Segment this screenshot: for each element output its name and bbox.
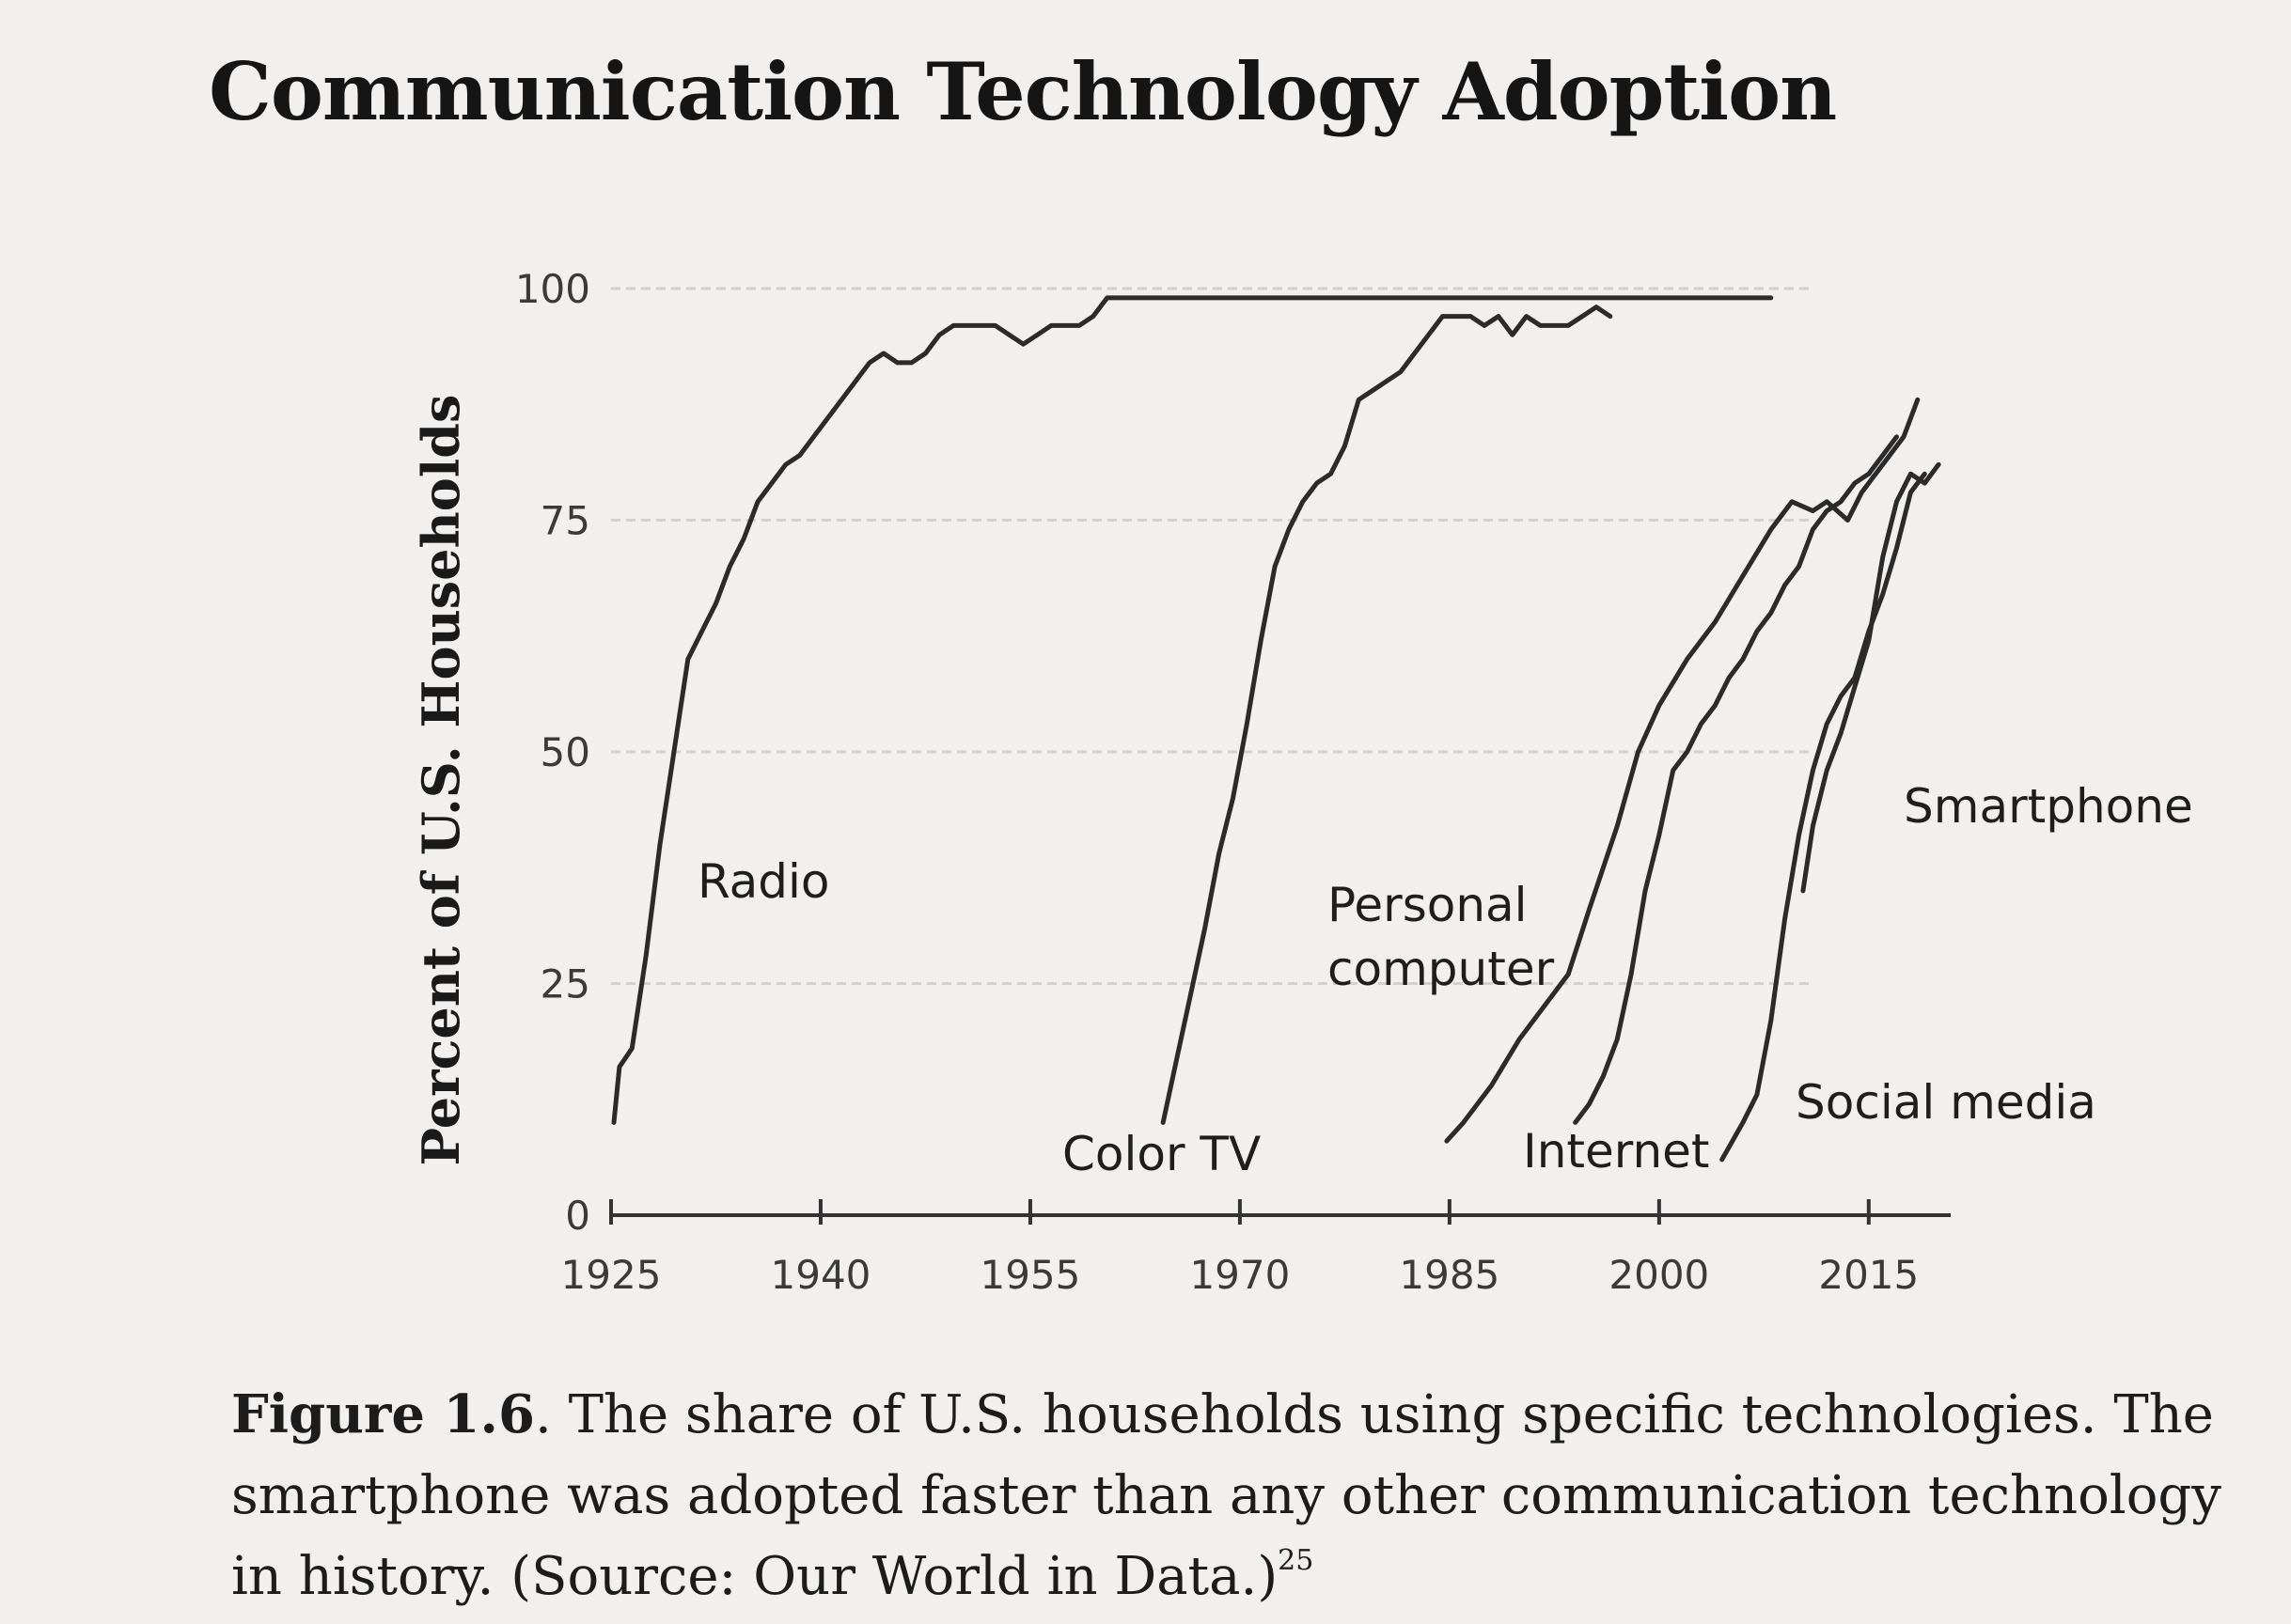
y-tick-label-0: 0	[565, 1193, 590, 1239]
series-label-internet: Internet	[1523, 1124, 1710, 1179]
gridlines	[611, 287, 1814, 985]
y-tick-label-25: 25	[541, 961, 590, 1007]
series-lines	[611, 295, 1941, 1163]
series-line-social-media	[1719, 471, 1927, 1163]
series-line-color-tv	[1160, 304, 1613, 1125]
y-axis-label: Percent of U.S. Households	[411, 395, 471, 1166]
x-tick-label-2000: 2000	[1608, 1252, 1709, 1298]
figure-caption: Figure 1.6. The share of U.S. households…	[231, 1374, 2234, 1617]
axes: 0 25 50 75 100 1925 1940 1955 1970 1985 2000 2015	[515, 266, 1951, 1298]
chart-title: Communication Technology Adoption	[209, 45, 1837, 138]
x-tick-label-1940: 1940	[771, 1252, 871, 1298]
y-tick-label-100: 100	[515, 266, 590, 312]
x-tick-label-1985: 1985	[1399, 1252, 1499, 1298]
x-tick-label-1970: 1970	[1189, 1252, 1290, 1298]
y-tick-label-75: 75	[541, 498, 590, 544]
x-tick-label-2015: 2015	[1818, 1252, 1919, 1298]
series-label-smartphone: Smartphone	[1904, 779, 2193, 834]
y-tick-label-50: 50	[541, 729, 590, 775]
caption-text: . The share of U.S. households using spe…	[231, 1384, 2221, 1607]
series-label-social-media: Social media	[1796, 1075, 2096, 1130]
series-line-radio	[611, 295, 1774, 1125]
series-line-smartphone	[1800, 461, 1941, 894]
series-line-internet	[1573, 434, 1899, 1125]
chart: 0 25 50 75 100 1925 1940 1955 1970 1985 2000 2015 R…	[411, 266, 2193, 1298]
series-label-personal-computer: Personal computer	[1327, 878, 1555, 996]
series-label-radio: Radio	[698, 854, 830, 909]
series-labels: Radio Color TV Personal computer Internet Soc…	[698, 779, 2193, 1181]
x-tick-label-1925: 1925	[561, 1252, 662, 1298]
footnote-marker: 25	[1278, 1544, 1314, 1577]
figure-label: Figure 1.6	[231, 1383, 535, 1445]
series-label-color-tv: Color TV	[1062, 1127, 1261, 1181]
x-tick-label-1955: 1955	[980, 1252, 1080, 1298]
series-line-personal-computer	[1444, 397, 1921, 1144]
